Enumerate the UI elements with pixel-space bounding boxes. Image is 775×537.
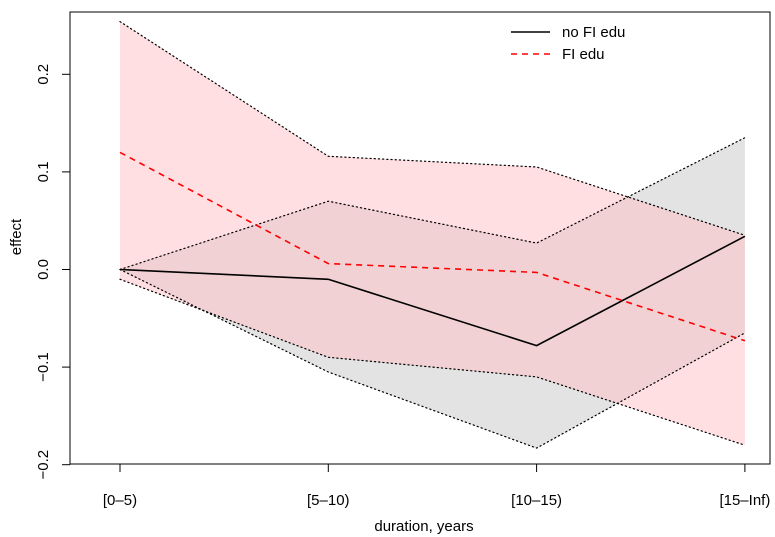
x-tick-label: [15–Inf) [719, 492, 770, 509]
x-axis-title: duration, years [374, 518, 473, 535]
confidence-band-fi-edu [120, 21, 745, 446]
y-tick-label: −0.1 [35, 352, 52, 382]
x-axis: [0–5) [5–10) [10–15) [15–Inf) [103, 463, 770, 509]
x-tick-label: [5–10) [307, 492, 350, 509]
band-upper-bound-fi-edu [119, 21, 746, 236]
y-tick-label: 0.2 [35, 64, 52, 85]
legend: no FI edu FI edu [511, 24, 625, 63]
x-tick-label: [10–15) [511, 492, 562, 509]
y-axis-title: effect [8, 218, 25, 255]
band-lower-bound-fi-edu [119, 278, 746, 446]
legend-label-no-fi-edu: no FI edu [562, 24, 625, 41]
confidence-bands [120, 21, 745, 449]
series-lines [119, 21, 746, 449]
series-line-fi-edu [119, 151, 746, 342]
y-tick-label: 0.1 [35, 161, 52, 182]
y-tick-label: 0.0 [35, 259, 52, 280]
series-line-no-fi-edu [119, 235, 746, 347]
band-upper-bound-no-fi-edu [119, 137, 746, 271]
y-axis: −0.2 −0.1 0.0 0.1 0.2 [35, 64, 71, 480]
x-tick-label: [0–5) [103, 492, 137, 509]
band-lower-bound-no-fi-edu [119, 268, 746, 449]
legend-label-fi-edu: FI edu [562, 46, 605, 63]
y-tick-label: −0.2 [35, 450, 52, 480]
